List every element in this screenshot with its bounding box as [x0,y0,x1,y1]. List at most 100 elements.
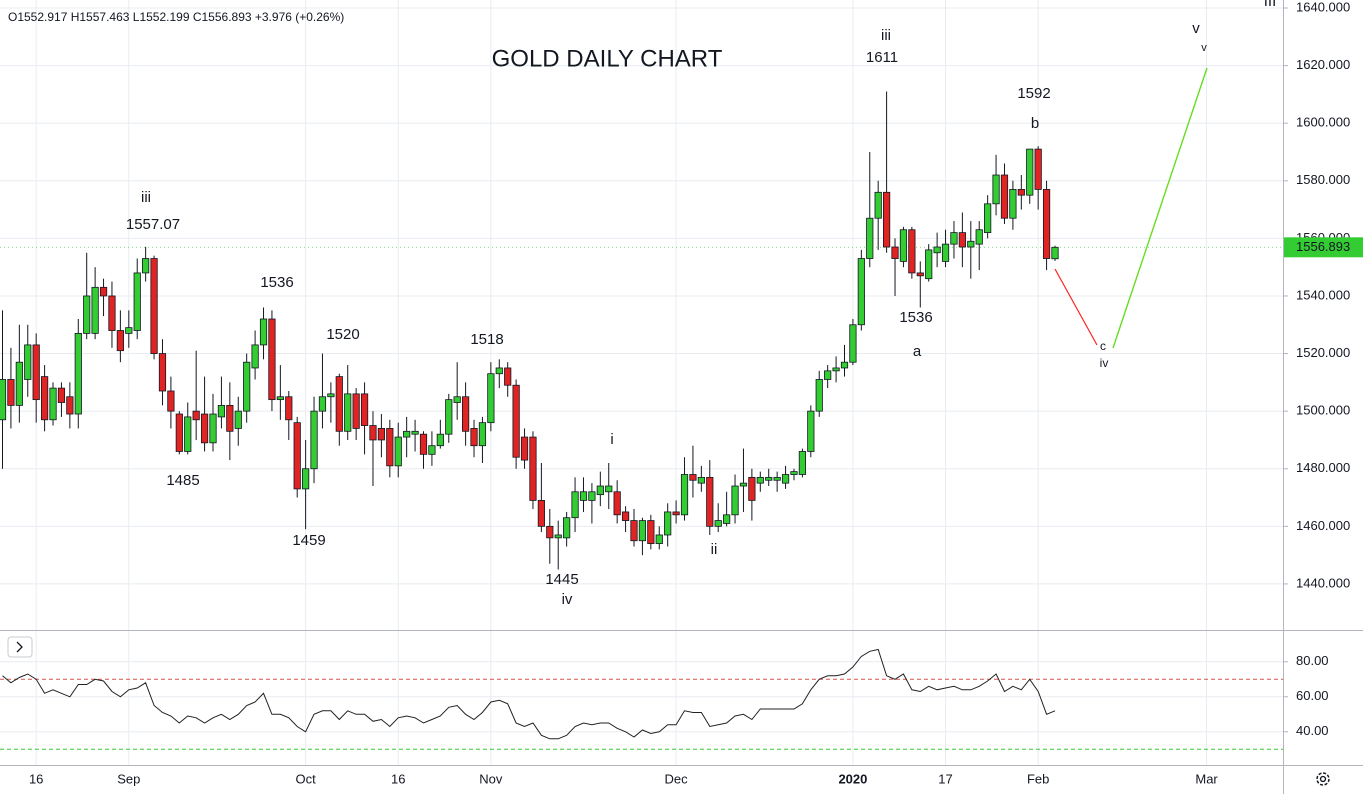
candle-body [613,491,621,516]
wave-annotation: a [913,343,922,360]
candle-body [824,370,832,380]
candle-body [537,500,545,527]
y-tick-label: 1500.000 [1296,403,1350,418]
candle-body [83,295,91,334]
candle-body [731,485,739,516]
candle-body [461,396,470,432]
candle-body [158,353,167,392]
candle-body [369,425,377,441]
candle-body [984,203,992,234]
candle-body [360,393,369,426]
candle-body [133,272,141,331]
candle-body [487,373,495,424]
candle-body [217,404,226,418]
candle-body [908,229,916,274]
candle-body [748,476,756,501]
wave-annotation: v [1201,42,1207,54]
candle-body [276,396,284,401]
candle-body [1034,148,1042,190]
candle-body [15,361,23,406]
candle-body [781,474,790,484]
candle-body [916,272,924,277]
candle-body [832,367,840,372]
candle-body [150,258,158,354]
candle-body [175,413,183,452]
candle-body [950,232,958,245]
candle-body [24,344,32,380]
candle-body [445,399,453,435]
candle-body [588,491,596,501]
candle-body [394,436,402,467]
candle-body [798,451,807,475]
chart-title: GOLD DAILY CHART [492,45,723,72]
candle-body [453,396,461,403]
candle-body [967,240,975,248]
candle-body [714,520,722,527]
ohlc-header: O1552.917 H1557.463 L1552.199 C1556.893 … [8,10,344,24]
candle-body [99,286,108,297]
candle-body [933,246,941,254]
wave-annotation: 1518 [470,331,503,348]
candle-body [563,517,571,539]
y-tick-label: 1580.000 [1296,172,1350,187]
candle-body [386,428,394,467]
candle-body [403,430,411,438]
candle-body [554,534,562,539]
candle-body [815,379,823,412]
y-tick-label: 1620.000 [1296,57,1350,72]
collapse-button[interactable] [7,636,33,658]
candle-body [992,174,1000,205]
wave-annotation: ii [711,541,718,558]
y-tick-label: 1460.000 [1296,518,1350,533]
x-tick-label: 16 [391,771,405,786]
candle-body [327,393,335,398]
candle-body [857,258,865,326]
candle-body [605,485,613,493]
x-tick-label: Mar [1195,771,1218,786]
candle-body [234,410,242,429]
settings-gear[interactable] [1316,772,1330,786]
candle-body [251,344,259,369]
last-price-tag [1284,237,1363,258]
wave-annotation: 1445 [545,571,578,588]
candle-body [1051,246,1059,260]
candle-body [66,396,74,415]
candle-body [655,534,663,545]
y-tick-label: 1640.000 [1296,0,1350,14]
wave-annotation: 1520 [326,326,359,343]
candle-body [200,413,209,444]
candle-body [335,376,343,432]
wave-annotation: iii [141,189,151,206]
candle-body [621,511,630,521]
x-tick-label: Oct [296,771,317,786]
x-tick-label: Dec [665,771,689,786]
candle-body [504,367,512,386]
candle-body [0,379,7,421]
indicator-line [2,648,1056,740]
candle-body [571,491,579,519]
candle-body [529,436,537,501]
projection-up [1112,67,1208,349]
wave-annotation: 1611 [866,49,898,66]
candle-body [419,433,428,455]
x-tick-label: 16 [29,771,43,786]
wave-annotation: III [1264,0,1277,10]
candle-body [546,525,554,539]
candle-body [680,474,689,516]
wave-annotation: 1592 [1017,85,1050,102]
candle-body [840,361,849,369]
candle-body [958,232,966,248]
candle-body [647,520,655,545]
candle-body [41,376,49,421]
wave-annotation: i [610,431,613,448]
candle-body [352,393,360,429]
candle-body [697,476,705,484]
candle-body [478,422,487,447]
candle-body [184,416,192,452]
candle-body [899,229,908,262]
candle-body [192,410,200,421]
wave-annotation: 1536 [260,274,293,291]
candle-body [849,324,857,363]
